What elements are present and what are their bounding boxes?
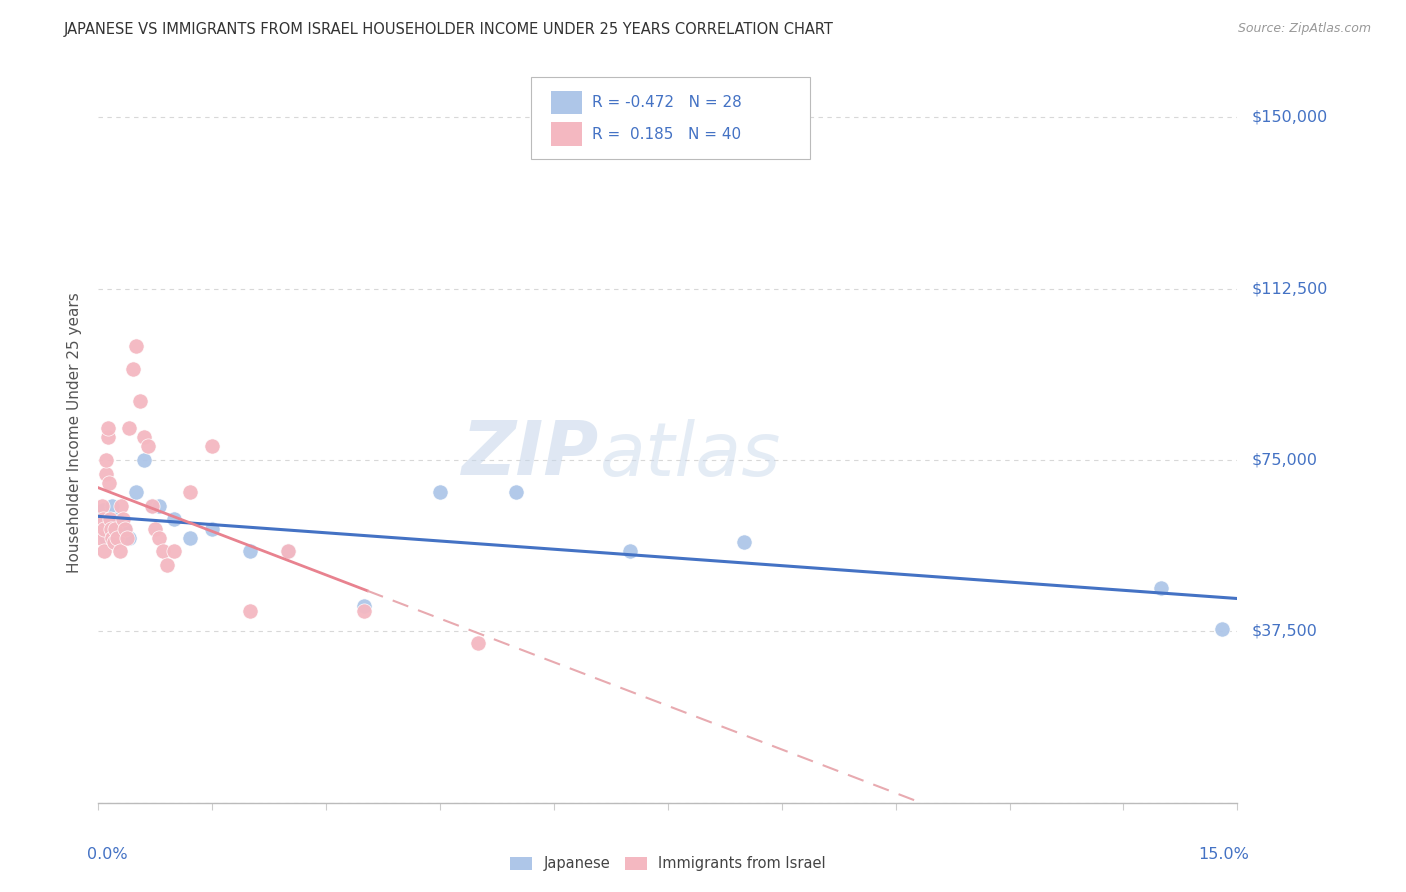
Point [94,453,117,467]
Legend: Japanese, Immigrants from Israel: Japanese, Immigrants from Israel [503,850,832,877]
Point [98,512,121,526]
Point [103,522,125,536]
Point [96,430,118,444]
Point [145,522,167,536]
Point [353,599,375,614]
Point [91,503,114,517]
Point [148,499,170,513]
Point [733,535,755,549]
Point [91,499,114,513]
Point [114,522,136,536]
Point [136,439,159,453]
Point [148,531,170,545]
Text: 15.0%: 15.0% [1198,847,1249,863]
Point [118,531,141,545]
Point [179,531,201,545]
Point [107,531,129,545]
Point [163,512,186,526]
Point [163,544,186,558]
Point [125,339,148,353]
Point [96,512,118,526]
Point [110,522,132,536]
Point [121,361,143,376]
Point [141,499,163,513]
Text: $150,000: $150,000 [1251,110,1327,125]
Y-axis label: Householder Income Under 25 years: Householder Income Under 25 years [67,293,83,573]
Point [98,522,121,536]
Text: R =  0.185   N = 40: R = 0.185 N = 40 [592,127,741,142]
Point [101,531,124,545]
Point [93,544,115,558]
Point [467,636,489,650]
Point [129,393,152,408]
Point [619,544,641,558]
Point [132,453,155,467]
Point [156,558,179,573]
Text: Source: ZipAtlas.com: Source: ZipAtlas.com [1237,22,1371,36]
Point [94,531,117,545]
Point [89,522,111,536]
Point [277,544,299,558]
Point [1211,622,1233,636]
Text: ZIP: ZIP [463,418,599,491]
Text: JAPANESE VS IMMIGRANTS FROM ISRAEL HOUSEHOLDER INCOME UNDER 25 YEARS CORRELATION: JAPANESE VS IMMIGRANTS FROM ISRAEL HOUSE… [63,22,834,37]
FancyBboxPatch shape [531,78,810,159]
Point [118,421,141,435]
Text: atlas: atlas [599,419,780,491]
Point [103,535,125,549]
Text: $112,500: $112,500 [1251,281,1327,296]
Point [90,531,112,545]
Point [152,544,174,558]
Text: R = -0.472   N = 28: R = -0.472 N = 28 [592,95,741,110]
Point [239,544,262,558]
Text: $75,000: $75,000 [1251,452,1317,467]
Point [201,522,224,536]
Point [94,467,117,481]
Bar [551,122,582,146]
Point [104,522,127,536]
Point [353,604,375,618]
Point [125,485,148,500]
Point [93,522,115,536]
Point [277,544,299,558]
Point [111,512,134,526]
Point [239,604,262,618]
Point [91,512,114,526]
Point [98,475,121,490]
Point [179,485,201,500]
Point [132,430,155,444]
Point [117,531,139,545]
Point [141,499,163,513]
Text: 0.0%: 0.0% [87,847,128,863]
Text: $37,500: $37,500 [1251,624,1317,639]
Point [101,499,124,513]
Point [108,544,131,558]
Point [114,522,136,536]
Point [100,522,122,536]
Point [97,421,120,435]
Point [90,512,112,526]
Point [107,512,129,526]
Point [429,485,451,500]
Bar [551,91,582,114]
Point [1150,581,1173,595]
Point [505,485,527,500]
Point [110,499,132,513]
Point [93,522,115,536]
Point [201,439,224,453]
